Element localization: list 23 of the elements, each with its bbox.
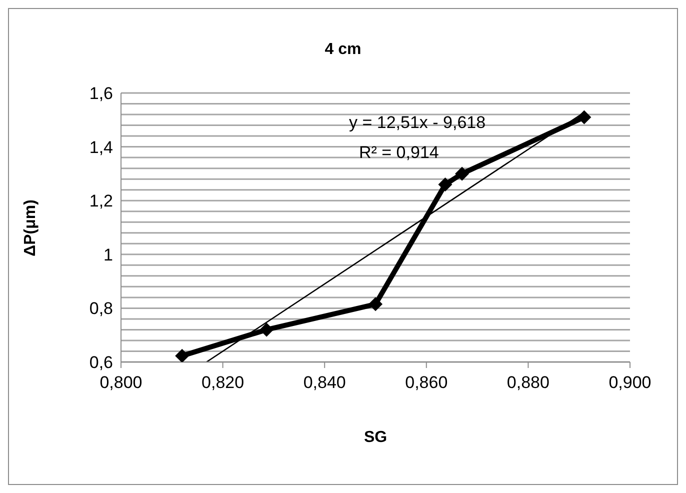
- annotation: y = 12,51x - 9,618: [349, 113, 486, 133]
- point: [577, 110, 592, 124]
- point: [368, 297, 382, 312]
- y-tick-label: 1,6: [89, 84, 113, 104]
- point: [175, 348, 190, 362]
- y-axis-title: ΔP(μm): [22, 199, 40, 256]
- x-tick-label: 0,820: [202, 373, 244, 392]
- point: [455, 166, 470, 181]
- chart-title: 4 cm: [324, 41, 362, 59]
- x-tick-label: 0,800: [100, 373, 142, 392]
- y-tick-label: 1,2: [89, 192, 113, 211]
- point: [438, 177, 452, 192]
- y-tick-label: 0,8: [89, 299, 113, 318]
- x-tick-label: 0,840: [303, 373, 346, 392]
- y-tick-label: 0,6: [89, 353, 113, 372]
- y-tick-label: 1,4: [89, 138, 113, 157]
- x-tick-label: 0,860: [405, 373, 448, 392]
- point: [260, 322, 274, 337]
- x-tick-label: 0,900: [608, 373, 652, 392]
- y-tick-label: 1: [104, 245, 113, 264]
- x-tick-label: 0,880: [506, 373, 550, 392]
- x-axis-title: SG: [362, 429, 388, 447]
- annotation: R² = 0,914: [359, 143, 439, 163]
